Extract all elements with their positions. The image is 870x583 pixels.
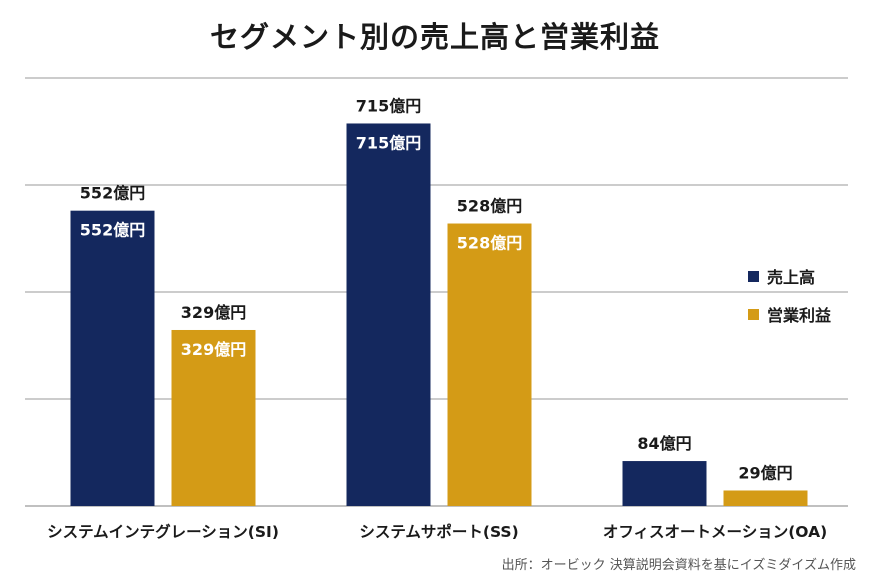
legend-item-sales: 売上高 [748, 264, 831, 288]
data-label-sales: 552億円 [80, 184, 145, 203]
data-label-sales: 715億円 [356, 96, 421, 115]
legend: 売上高 営業利益 [748, 264, 831, 340]
x-tick-label: システムサポート(SS) [359, 522, 518, 541]
bar-sales-1 [70, 210, 155, 506]
data-label-sales: 84億円 [637, 434, 691, 453]
legend-label-sales: 売上高 [767, 268, 816, 287]
chart-title: セグメント別の売上高と営業利益 [209, 20, 660, 54]
legend-item-profit: 営業利益 [748, 302, 831, 326]
legend-swatch-sales [748, 270, 759, 282]
data-label-inner-profit: 329億円 [181, 340, 246, 359]
bar-sales-2 [346, 123, 431, 506]
data-label-inner-sales: 715億円 [356, 133, 421, 152]
bar-sales-3 [622, 461, 707, 506]
x-tick-label: システムインテグレーション(SI) [47, 522, 279, 541]
data-label-profit: 29億円 [738, 463, 792, 482]
data-label-inner-sales: 552億円 [80, 221, 145, 240]
bar-profit-1 [171, 329, 256, 506]
bar-profit-2 [447, 223, 532, 506]
data-label-profit: 329億円 [181, 303, 246, 322]
data-label-profit: 528億円 [457, 197, 522, 216]
source-note: 出所：オービック 決算説明会資料を基にイズミダイズム作成 [501, 558, 856, 573]
bar-profit-3 [723, 490, 808, 506]
x-tick-label: オフィスオートメーション(OA) [603, 523, 827, 541]
legend-label-profit: 営業利益 [767, 306, 832, 325]
legend-swatch-profit [748, 308, 759, 320]
data-label-inner-profit: 528億円 [457, 234, 522, 253]
